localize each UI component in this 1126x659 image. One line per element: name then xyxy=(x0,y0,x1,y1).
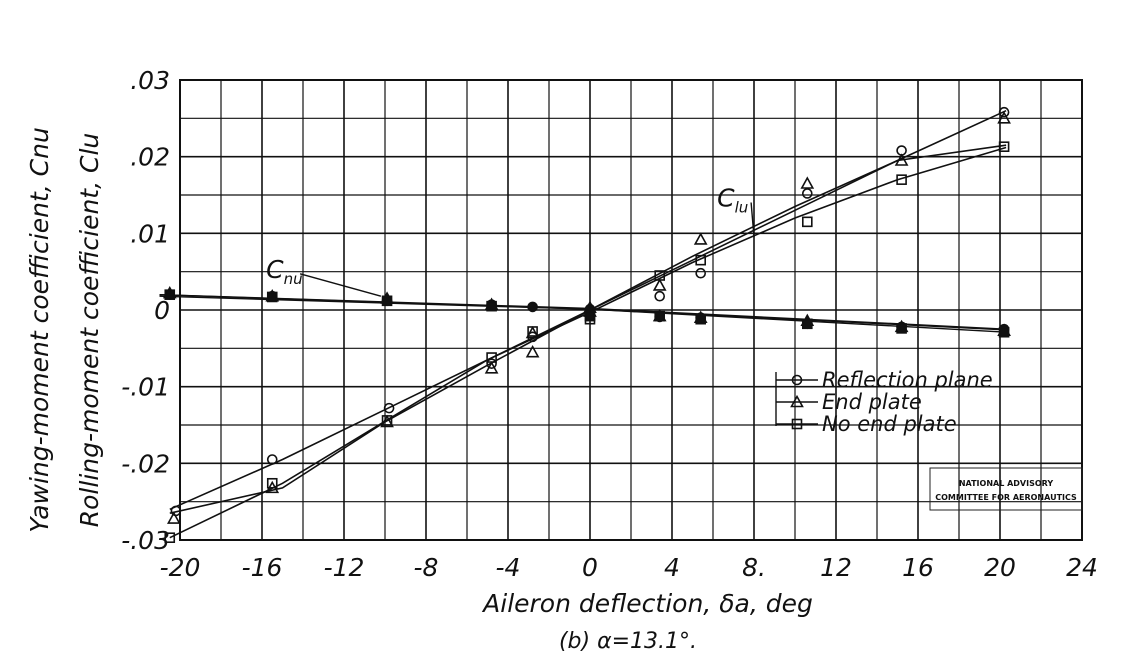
yawing-point-square xyxy=(695,313,707,325)
y-tick-label: .02 xyxy=(130,143,170,172)
x-tick-label: 8. xyxy=(742,553,766,582)
y-axis-labels: Yawing-moment coefficient, Cnu Rolling-m… xyxy=(25,127,104,533)
rolling-point-square xyxy=(486,352,497,363)
annotation-leader xyxy=(299,273,382,297)
rolling-point-circle xyxy=(654,290,666,302)
naca-stamp: NATIONAL ADVISORY COMMITTEE FOR AERONAUT… xyxy=(929,467,1083,511)
curve-annotations: Clu Cnu xyxy=(266,184,755,297)
x-tick-label: -4 xyxy=(496,553,521,582)
plot-grid xyxy=(179,79,1083,541)
x-tick-label: -16 xyxy=(242,553,283,582)
legend-marker-circle xyxy=(791,374,803,386)
rolling-point-square xyxy=(654,270,666,281)
y-tick-label: .03 xyxy=(130,66,170,95)
rolling-point-triangle xyxy=(693,232,708,245)
x-tick-label: 4 xyxy=(664,553,680,582)
rolling-point-triangle xyxy=(997,111,1011,124)
rolling-point-square xyxy=(801,216,813,228)
rolling-point-triangle xyxy=(800,176,815,189)
stamp-box xyxy=(929,467,1083,511)
x-tick-label: 0 xyxy=(582,553,598,582)
annotation-subscript: nu xyxy=(284,270,303,288)
figure-caption: (b) α=13.1°. xyxy=(559,629,697,654)
x-tick-label: 12 xyxy=(820,553,852,582)
rolling-point-circle xyxy=(383,402,395,414)
yawing-point-square xyxy=(801,318,813,330)
rolling-point-triangle xyxy=(484,361,499,374)
x-tick-label: 16 xyxy=(902,553,934,582)
stamp-line-1: NATIONAL ADVISORY xyxy=(959,479,1054,488)
y-tick-label: .01 xyxy=(130,219,170,248)
data-points xyxy=(162,106,1011,544)
rolling-point-square xyxy=(695,254,707,266)
rolling-point-square xyxy=(164,532,176,544)
yawing-point-square xyxy=(584,310,596,322)
rolling-point-square xyxy=(896,174,907,185)
rolling-point-square xyxy=(527,326,538,337)
y-axis-label-yawing: Yawing-moment coefficient, Cnu xyxy=(25,127,54,533)
yawing-point-square xyxy=(381,295,393,307)
x-tick-label: -8 xyxy=(414,553,439,582)
plot-border xyxy=(179,79,1083,541)
annotation-label: Clu xyxy=(717,184,748,217)
annotation-leader xyxy=(750,202,755,238)
rolling-point-triangle xyxy=(652,278,667,291)
legend-marker-triangle xyxy=(790,394,804,408)
yawing-point-square xyxy=(998,326,1010,338)
tick-labels: -20 -16 -12 -8 -4 0 4 8. 12 16 20 24 -.03 -.02 -.01 0 .0… xyxy=(121,66,1098,582)
yawing-point-square xyxy=(486,300,497,312)
yawing-point-square xyxy=(266,291,278,303)
rolling-point-triangle xyxy=(894,153,909,166)
rolling-point-triangle xyxy=(166,511,181,524)
rolling-point-circle xyxy=(801,188,813,199)
y-tick-label: 0 xyxy=(154,296,170,325)
y-tick-label: -.03 xyxy=(121,526,170,555)
rolling-fit-triangle xyxy=(169,144,1007,514)
rolling-point-square xyxy=(998,141,1010,152)
legend-label-circle: Reflection plane xyxy=(822,368,993,392)
yawing-point-square xyxy=(896,323,907,334)
fit-curves xyxy=(159,109,1007,539)
x-tick-label: 20 xyxy=(984,553,1016,582)
x-axis-label: Aileron deflection, δa, deg xyxy=(481,589,813,618)
rolling-point-triangle xyxy=(525,325,540,339)
y-tick-label: -.01 xyxy=(121,373,170,402)
rolling-point-circle xyxy=(695,267,707,279)
yawing-point-circle xyxy=(527,301,538,313)
annotation-subscript: lu xyxy=(735,199,749,217)
x-tick-label: -20 xyxy=(160,553,201,582)
legend-label-square: No end plate xyxy=(822,412,957,436)
annotation-label: Cnu xyxy=(266,255,302,288)
rolling-point-circle xyxy=(486,358,497,369)
x-tick-label: 24 xyxy=(1066,553,1098,582)
yawing-point-square xyxy=(654,310,666,322)
x-tick-label: -12 xyxy=(324,553,365,582)
rolling-point-triangle xyxy=(380,414,394,428)
rolling-point-square xyxy=(381,415,393,426)
stamp-line-2: COMMITTEE FOR AERONAUTICS xyxy=(935,493,1077,502)
rolling-point-circle xyxy=(998,106,1010,118)
legend-marker-square xyxy=(791,418,803,430)
rolling-point-square xyxy=(266,477,278,489)
y-tick-label: -.02 xyxy=(121,449,170,478)
legend-label-triangle: End plate xyxy=(822,390,922,414)
yawing-point-square xyxy=(164,289,176,300)
y-axis-label-rolling: Rolling-moment coefficient, Clu xyxy=(75,133,104,527)
rolling-point-triangle xyxy=(525,345,540,358)
rolling-point-circle xyxy=(266,454,278,465)
